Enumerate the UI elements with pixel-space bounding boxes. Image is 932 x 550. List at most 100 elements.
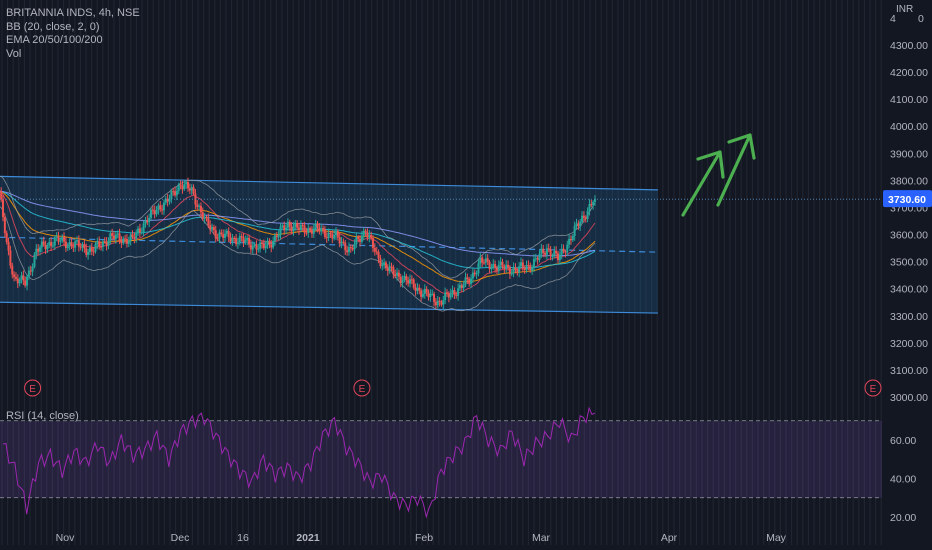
price-tick-label: 3000.00 <box>890 392 928 404</box>
candle <box>161 209 164 211</box>
rsi-indicator-label[interactable]: RSI (14, close) <box>6 410 79 422</box>
candle <box>157 205 160 210</box>
bb-indicator-label[interactable]: BB (20, close, 2, 0) <box>6 20 100 33</box>
candle <box>318 227 321 232</box>
time-tick-label: 2021 <box>296 532 320 544</box>
candle <box>449 293 452 298</box>
candle <box>257 248 260 250</box>
candle <box>384 262 387 269</box>
candle <box>174 191 177 196</box>
candle <box>475 273 478 275</box>
candle <box>72 246 75 248</box>
candle <box>159 205 162 210</box>
candle <box>420 290 423 297</box>
candle <box>51 245 54 247</box>
candle <box>581 215 584 222</box>
candle <box>96 241 99 245</box>
candle <box>366 232 369 238</box>
price-tick-label: 3400.00 <box>890 284 928 296</box>
candle <box>292 226 295 232</box>
candle <box>547 248 550 250</box>
candle <box>290 226 293 232</box>
candle <box>521 262 524 268</box>
candle <box>568 238 571 245</box>
candle <box>285 227 288 231</box>
candle <box>220 232 223 235</box>
volume-indicator-label[interactable]: Vol <box>6 47 22 60</box>
target-arrow <box>681 150 725 217</box>
candle <box>388 266 391 271</box>
candle <box>412 279 415 288</box>
candle <box>536 258 539 260</box>
channel-upper-line <box>0 175 658 191</box>
candle <box>166 198 169 202</box>
candle <box>483 262 485 264</box>
candle <box>50 241 53 247</box>
candle <box>92 251 95 253</box>
time-tick-label: Feb <box>415 532 433 544</box>
ema-indicator-label[interactable]: EMA 20/50/100/200 <box>6 34 103 46</box>
earnings-label: E <box>870 384 877 395</box>
candle <box>5 233 8 243</box>
candle <box>135 232 138 239</box>
candle <box>270 244 273 248</box>
candle <box>188 188 191 191</box>
candle <box>310 230 313 234</box>
candle <box>11 265 14 275</box>
candle <box>74 241 77 248</box>
candle <box>94 244 97 252</box>
candle <box>127 240 130 244</box>
candle <box>142 223 145 233</box>
candle <box>212 227 215 231</box>
candle <box>405 276 408 281</box>
candle <box>46 244 49 250</box>
price-tick-label: 3500.00 <box>890 257 928 269</box>
candle <box>407 280 410 284</box>
candle <box>253 244 256 246</box>
candle <box>518 266 521 273</box>
rsi-band-fill <box>0 420 882 498</box>
candle <box>479 257 482 264</box>
candle <box>216 238 219 240</box>
symbol-title[interactable]: BRITANNIA INDS, 4h, NSE <box>6 7 140 19</box>
candle <box>98 241 101 247</box>
last-price-label: 3730.60 <box>888 194 926 206</box>
candle <box>455 294 458 296</box>
candle <box>248 237 251 245</box>
candle <box>433 293 436 302</box>
candle <box>299 224 302 230</box>
candle <box>264 245 267 249</box>
candle <box>551 256 554 258</box>
earnings-label: E <box>29 384 36 395</box>
candle <box>37 248 40 252</box>
candle <box>31 266 34 272</box>
candle <box>392 267 395 275</box>
candle <box>584 217 587 219</box>
rsi-tick-label: 20.00 <box>890 512 916 524</box>
candle <box>133 237 136 239</box>
candle <box>329 232 332 234</box>
candle <box>70 242 73 247</box>
currency-label: INR <box>896 4 914 15</box>
candle <box>100 246 103 248</box>
candle <box>103 241 106 243</box>
candle <box>138 228 141 233</box>
candle <box>497 264 500 271</box>
candle <box>579 221 582 227</box>
candle <box>340 241 343 244</box>
candle <box>224 233 226 238</box>
candle <box>183 184 186 190</box>
candle <box>575 223 578 226</box>
candle <box>162 202 165 211</box>
time-tick-label: Apr <box>661 532 678 544</box>
earnings-marker <box>24 379 42 397</box>
candle <box>379 258 382 267</box>
time-tick-label: 16 <box>237 532 249 544</box>
candle <box>457 288 460 296</box>
rsi-tick-label: 40.00 <box>890 474 916 486</box>
candle <box>190 187 193 191</box>
candle <box>90 247 93 252</box>
candle <box>231 237 234 242</box>
candle <box>377 251 380 259</box>
